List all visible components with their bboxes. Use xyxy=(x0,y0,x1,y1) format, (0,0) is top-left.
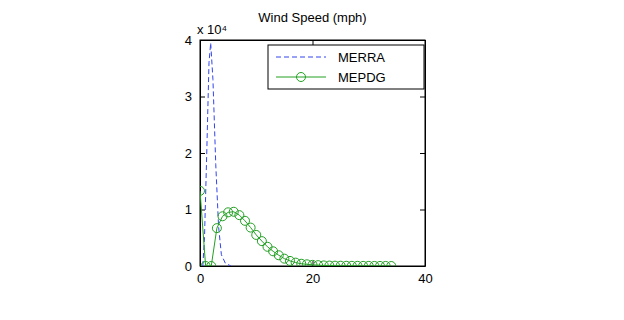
legend-swatch xyxy=(276,77,326,78)
tick xyxy=(313,40,314,45)
marker xyxy=(252,230,261,239)
legend-label: MERRA xyxy=(338,50,385,65)
marker xyxy=(280,254,289,263)
tick-mark xyxy=(420,153,425,154)
tick xyxy=(420,97,425,98)
tick-label: 3 xyxy=(185,89,192,104)
series-line xyxy=(200,191,391,266)
marker xyxy=(207,262,216,267)
tick-label: 20 xyxy=(306,271,320,286)
legend: MERRA MEPDG xyxy=(268,45,424,89)
tick-mark xyxy=(420,97,425,98)
tick-label: 40 xyxy=(418,271,432,286)
marker xyxy=(200,186,205,195)
tick-mark xyxy=(200,266,205,267)
y-axis: 0 1 2 3 4 xyxy=(185,33,205,274)
chart: 0 20 40 0 1 2 3 4 Wind Speed (mph) x 10⁴ MERRA MEPD… xyxy=(0,0,624,320)
tick-label: 1 xyxy=(185,202,192,217)
tick-mark xyxy=(200,97,205,98)
tick-mark xyxy=(200,40,205,41)
tick xyxy=(420,40,425,41)
marker xyxy=(257,237,266,246)
legend-marker xyxy=(297,73,306,82)
marker xyxy=(387,262,396,267)
annotation: x 10⁴ xyxy=(197,22,227,37)
legend-swatch xyxy=(276,57,326,58)
axis-line xyxy=(201,266,426,267)
tick xyxy=(420,153,425,154)
tick: 2 xyxy=(185,146,205,161)
tick-label: 2 xyxy=(185,146,192,161)
marker xyxy=(212,224,221,233)
tick-mark xyxy=(313,40,314,45)
tick-label: 0 xyxy=(185,259,192,274)
tick-mark xyxy=(420,40,425,41)
tick-mark xyxy=(200,210,205,211)
legend-label: MEPDG xyxy=(338,70,386,85)
marker xyxy=(235,211,244,220)
tick-label: 0 xyxy=(197,271,204,286)
title: Wind Speed (mph) xyxy=(258,10,366,25)
legend-box xyxy=(268,45,424,89)
marker xyxy=(263,242,272,251)
tick xyxy=(420,210,425,211)
tick: 3 xyxy=(185,89,205,104)
x-axis-top xyxy=(201,40,426,45)
frame xyxy=(200,40,425,266)
tick: 0 xyxy=(185,259,205,274)
axis-line xyxy=(425,41,426,267)
tick-mark xyxy=(420,210,425,211)
marker xyxy=(291,258,300,266)
series-line xyxy=(203,43,231,266)
tick-mark xyxy=(420,266,425,267)
marker xyxy=(286,256,295,265)
tick xyxy=(420,266,425,267)
tick-mark xyxy=(200,153,205,154)
tick-label: 4 xyxy=(185,33,192,48)
